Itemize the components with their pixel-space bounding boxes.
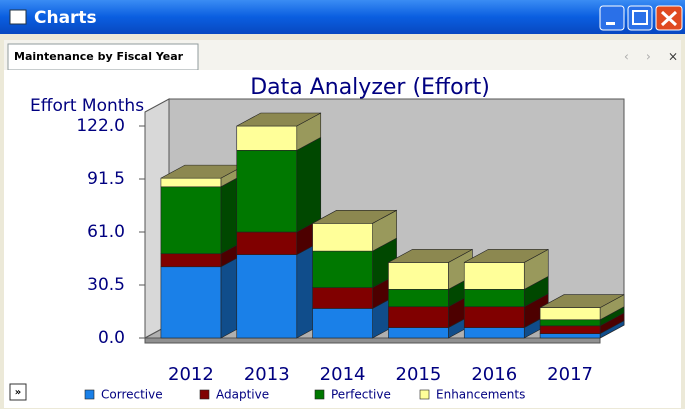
- expand-button[interactable]: [9, 383, 27, 401]
- bar: [463, 262, 525, 290]
- tab-close[interactable]: ×: [668, 50, 678, 64]
- x-tick-label: 2014: [320, 364, 366, 385]
- legend-swatch: [199, 389, 210, 400]
- title-bar: [0, 0, 685, 34]
- minimize-button[interactable]: [599, 5, 625, 31]
- bar-side: [296, 136, 322, 233]
- bar-top: [464, 249, 549, 263]
- maximize-icon: [632, 10, 648, 25]
- plot: 0.0 30.5 61.0 91.5 122.0 2012 2013 2014 2015 2016…: [76, 98, 625, 402]
- bar-top: [312, 210, 397, 224]
- bar: [160, 253, 222, 268]
- bar-top: [236, 112, 321, 127]
- bar-top: [539, 294, 625, 308]
- legend-label: Adaptive: [216, 388, 269, 402]
- legend-swatch: [419, 389, 430, 400]
- bar: [160, 266, 222, 339]
- bar: [236, 150, 298, 233]
- bar: [388, 262, 449, 290]
- bar: [388, 327, 449, 339]
- bar: [236, 125, 298, 151]
- bar: [388, 289, 449, 308]
- y-tick-label: 30.5: [87, 275, 125, 295]
- y-tick-label: 122.0: [76, 116, 125, 136]
- y-tick-label: 61.0: [87, 222, 125, 242]
- y-tick-label: 91.5: [87, 169, 125, 189]
- bar: [463, 306, 525, 328]
- bar: [388, 306, 449, 328]
- x-tick-label: 2016: [471, 364, 517, 385]
- app-icon: [9, 9, 27, 25]
- bar: [312, 287, 373, 309]
- bar: [236, 231, 298, 255]
- expand-button-label: »: [15, 387, 21, 398]
- window-title: Charts: [34, 8, 97, 28]
- legend-label: Corrective: [101, 388, 163, 402]
- bar: [236, 254, 298, 339]
- tab-label: Maintenance by Fiscal Year: [14, 50, 184, 63]
- bar: [539, 333, 601, 339]
- x-tick-label: 2013: [244, 364, 290, 385]
- tab-scroll-left[interactable]: ‹: [624, 50, 629, 64]
- bar: [312, 223, 373, 252]
- chart-title: Data Analyzer (Effort): [250, 75, 490, 100]
- legend-label: Perfective: [331, 388, 391, 402]
- maximize-button[interactable]: [627, 5, 653, 31]
- minimize-icon: [606, 22, 615, 25]
- bar: [312, 308, 373, 339]
- y-axis-label: Effort Months: [30, 96, 144, 116]
- bar: [463, 327, 525, 339]
- bar: [160, 177, 222, 188]
- x-tick-label: 2017: [547, 364, 593, 385]
- y-tick-label: 0.0: [98, 328, 125, 348]
- x-tick-label: 2012: [168, 364, 214, 385]
- legend-swatch: [84, 389, 95, 400]
- tab-scroll-right[interactable]: ›: [646, 50, 651, 64]
- bar: [539, 307, 601, 321]
- legend-swatch: [314, 389, 325, 400]
- bar: [539, 319, 601, 327]
- close-icon: [660, 10, 678, 27]
- bar-top: [388, 249, 473, 263]
- legend-label: Enhancements: [436, 388, 525, 402]
- bar: [312, 250, 373, 288]
- x-tick-label: 2015: [396, 364, 442, 385]
- bar: [539, 325, 601, 334]
- floor-front: [144, 337, 601, 344]
- bar: [463, 289, 525, 308]
- bar: [160, 186, 222, 255]
